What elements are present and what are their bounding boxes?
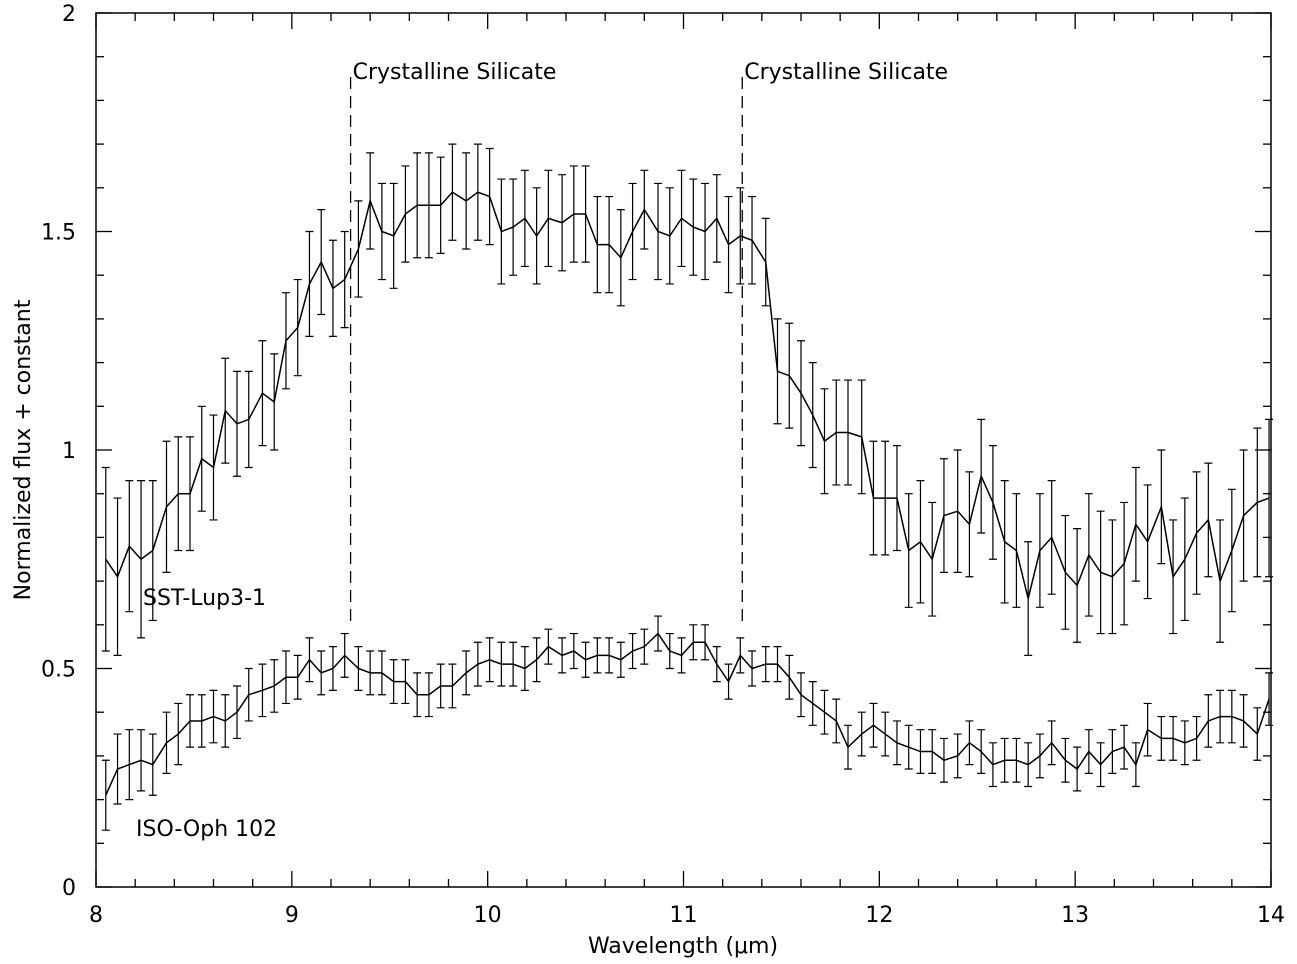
series-line xyxy=(105,632,1270,796)
y-tick-label: 0.5 xyxy=(41,658,76,683)
y-tick-label: 1.5 xyxy=(41,221,76,246)
series-label: SST-Lup3-1 xyxy=(143,586,266,611)
x-tick-label: 11 xyxy=(670,903,698,928)
x-tick-label: 14 xyxy=(1257,903,1285,928)
x-tick-label: 13 xyxy=(1061,903,1089,928)
y-tick-label: 2 xyxy=(62,2,76,27)
error-bar xyxy=(1265,672,1274,726)
marker-label: Crystalline Silicate xyxy=(744,60,948,85)
series-label: ISO-Oph 102 xyxy=(136,817,277,842)
x-tick-label: 12 xyxy=(865,903,893,928)
x-axis-label: Wavelength (μm) xyxy=(588,934,778,959)
y-tick-label: 1 xyxy=(62,439,76,464)
marker-label: Crystalline Silicate xyxy=(353,60,557,85)
x-tick-label: 10 xyxy=(474,903,502,928)
y-tick-label: 0 xyxy=(62,876,76,901)
y-axis-label: Normalized flux + constant xyxy=(11,299,36,600)
x-tick-label: 9 xyxy=(285,903,299,928)
series-line xyxy=(105,191,1270,599)
x-tick-label: 8 xyxy=(89,903,103,928)
